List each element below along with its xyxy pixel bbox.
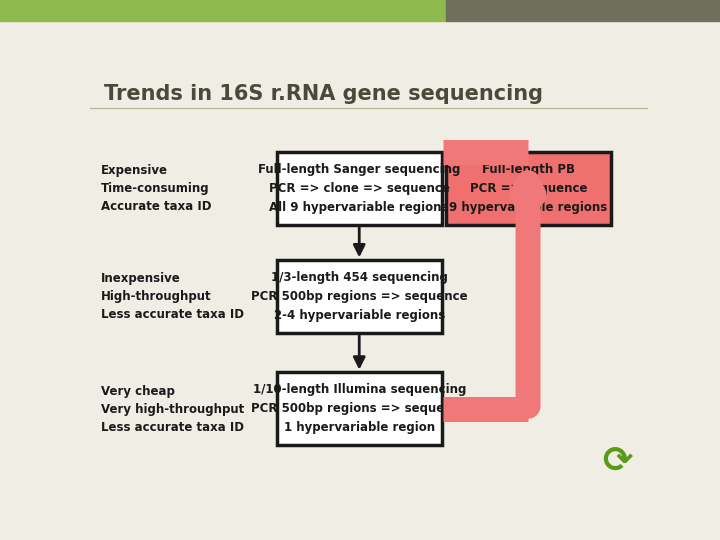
Text: 1/3-length 454 sequencing
PCR 500bp regions => sequence
2-4 hypervariable region: 1/3-length 454 sequencing PCR 500bp regi… xyxy=(251,271,467,322)
Text: Inexpensive
High-throughput
Less accurate taxa ID: Inexpensive High-throughput Less accurat… xyxy=(101,272,244,321)
Text: Very cheap
Very high-throughput
Less accurate taxa ID: Very cheap Very high-throughput Less acc… xyxy=(101,384,244,434)
FancyBboxPatch shape xyxy=(446,152,611,225)
FancyBboxPatch shape xyxy=(277,373,441,446)
Text: Trends in 16S r.RNA gene sequencing: Trends in 16S r.RNA gene sequencing xyxy=(104,84,543,104)
Text: 1/10-length Illumina sequencing
PCR 500bp regions => sequence
1 hypervariable re: 1/10-length Illumina sequencing PCR 500b… xyxy=(251,383,467,434)
FancyBboxPatch shape xyxy=(277,260,441,333)
Text: Expensive
Time-consuming
Accurate taxa ID: Expensive Time-consuming Accurate taxa I… xyxy=(101,164,212,213)
Text: Full-length Sanger sequencing
PCR => clone => sequence
All 9 hypervariable regio: Full-length Sanger sequencing PCR => clo… xyxy=(258,163,460,214)
FancyBboxPatch shape xyxy=(277,152,441,225)
Text: ⟳: ⟳ xyxy=(602,445,632,479)
Text: Full-length PB
PCR => sequence
9 hypervariable regions: Full-length PB PCR => sequence 9 hyperva… xyxy=(449,163,608,214)
